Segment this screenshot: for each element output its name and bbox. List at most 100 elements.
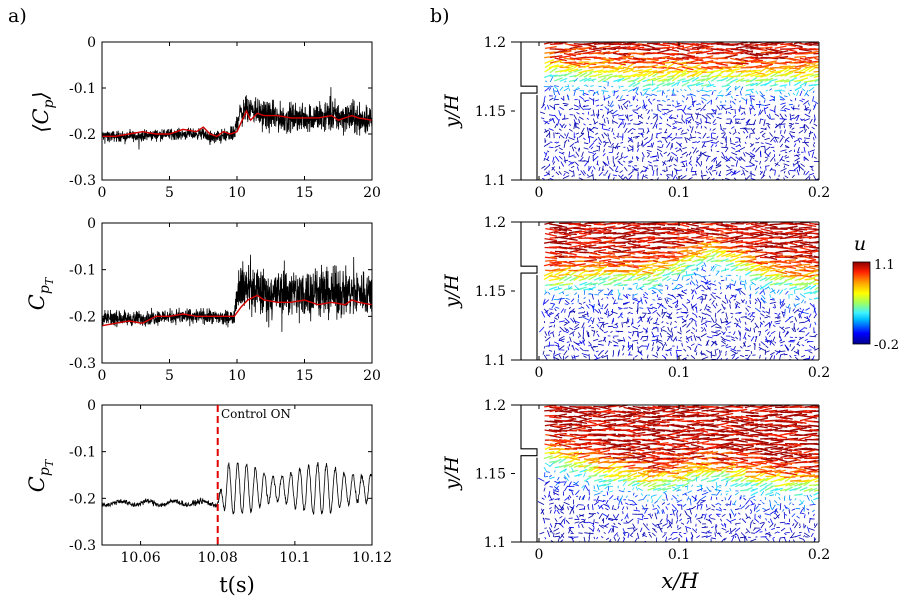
velocity-arrow — [617, 537, 621, 542]
velocity-arrow — [656, 132, 662, 135]
velocity-arrow — [706, 257, 715, 263]
velocity-arrow — [774, 137, 778, 143]
velocity-arrow — [808, 109, 812, 114]
velocity-arrow — [780, 453, 794, 458]
velocity-arrow — [666, 518, 668, 523]
velocity-arrow — [545, 158, 550, 162]
velocity-arrow — [672, 237, 685, 241]
velocity-arrow — [638, 133, 644, 135]
velocity-arrow — [662, 453, 675, 456]
velocity-arrow — [734, 280, 737, 286]
velocity-arrow — [680, 311, 688, 314]
velocity-arrow — [654, 500, 659, 504]
velocity-arrow — [578, 116, 584, 120]
velocity-arrow — [735, 222, 745, 224]
velocity-arrow — [553, 324, 556, 328]
velocity-arrow — [813, 133, 817, 139]
velocity-arrow — [554, 132, 559, 135]
velocity-arrow — [590, 146, 594, 150]
velocity-arrow — [598, 145, 600, 152]
velocity-arrow — [687, 86, 692, 91]
velocity-arrow — [769, 88, 773, 91]
velocity-arrow — [604, 106, 609, 110]
velocity-arrow — [753, 327, 756, 333]
velocity-arrow — [605, 308, 609, 315]
velocity-arrow — [544, 451, 555, 455]
velocity-arrow — [613, 136, 617, 140]
velocity-arrow — [721, 105, 727, 111]
velocity-arrow — [803, 265, 816, 270]
velocity-arrow — [603, 269, 616, 272]
velocity-arrow — [569, 123, 571, 127]
velocity-arrow — [789, 307, 791, 313]
velocity-arrow — [544, 527, 547, 529]
velocity-arrow — [812, 144, 815, 148]
velocity-arrow — [798, 104, 800, 107]
velocity-arrow — [813, 83, 819, 87]
y-tick-label: -0.1 — [69, 263, 96, 279]
velocity-arrow — [603, 239, 616, 243]
velocity-arrow — [666, 81, 675, 87]
velocity-arrow — [765, 531, 771, 535]
velocity-arrow — [785, 241, 798, 246]
velocity-arrow — [705, 535, 712, 538]
velocity-arrow — [760, 42, 774, 45]
velocity-arrow — [603, 142, 607, 148]
velocity-arrow — [745, 93, 752, 96]
velocity-arrow — [582, 494, 586, 500]
velocity-arrow — [745, 135, 749, 139]
velocity-arrow — [605, 170, 609, 175]
velocity-arrow — [794, 71, 806, 74]
velocity-arrow — [637, 148, 639, 152]
velocity-arrow — [769, 441, 783, 445]
velocity-arrow — [696, 462, 709, 466]
velocity-arrow — [731, 536, 735, 542]
velocity-arrow — [580, 170, 585, 176]
velocity-arrow — [656, 90, 662, 92]
velocity-arrow — [618, 224, 632, 229]
velocity-arrow — [655, 123, 658, 128]
velocity-arrow — [564, 251, 577, 256]
velocity-arrow — [779, 443, 793, 448]
velocity-arrow — [543, 455, 553, 460]
velocity-arrow — [556, 89, 560, 96]
velocity-arrow — [679, 336, 682, 339]
velocity-arrow — [684, 89, 687, 92]
velocity-arrow — [691, 174, 696, 176]
velocity-arrow — [750, 82, 759, 87]
velocity-arrow — [802, 312, 809, 314]
velocity-arrow — [582, 301, 586, 304]
velocity-arrow — [683, 105, 687, 112]
velocity-arrow — [742, 169, 746, 176]
velocity-arrow — [608, 313, 614, 317]
velocity-arrow — [617, 307, 623, 310]
velocity-arrow — [799, 100, 804, 102]
velocity-arrow — [789, 270, 802, 275]
velocity-arrow — [740, 466, 753, 470]
velocity-arrow — [593, 65, 605, 68]
velocity-arrow — [809, 73, 819, 77]
velocity-arrow — [793, 143, 797, 147]
velocity-arrow — [814, 78, 819, 83]
control-on-annotation: Control ON — [221, 407, 291, 421]
velocity-arrow — [813, 100, 819, 105]
chart-a3-cpt-zoom: 10.06 10.08 10.1 10.120-0.1-0.2-0.3 CpT t(s… — [25, 398, 392, 597]
velocity-arrow — [744, 321, 747, 325]
velocity-arrow — [779, 355, 781, 360]
velocity-arrow — [593, 121, 599, 125]
velocity-arrow — [710, 467, 722, 472]
velocity-arrow — [603, 225, 616, 229]
velocity-arrow — [721, 513, 726, 517]
velocity-arrow — [622, 234, 636, 239]
velocity-arrow — [725, 147, 729, 153]
velocity-arrow — [568, 451, 579, 455]
velocity-arrow — [613, 61, 626, 66]
velocity-arrow — [573, 72, 583, 78]
velocity-arrow — [716, 485, 721, 488]
velocity-arrow — [558, 110, 562, 117]
velocity-arrow — [647, 317, 651, 324]
velocity-arrow — [697, 132, 701, 134]
velocity-arrow — [811, 355, 815, 360]
velocity-arrow — [769, 132, 773, 137]
velocity-arrow — [627, 331, 632, 334]
